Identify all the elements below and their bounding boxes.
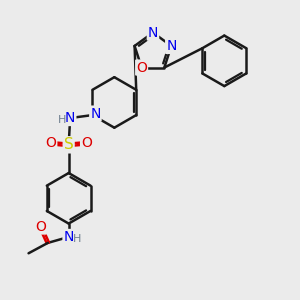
Text: N: N [64, 230, 74, 244]
Text: H: H [58, 115, 66, 124]
Text: N: N [166, 39, 176, 53]
Text: O: O [35, 220, 46, 233]
Text: O: O [81, 136, 92, 150]
Text: N: N [90, 106, 100, 121]
Text: O: O [45, 136, 56, 150]
Text: N: N [148, 26, 158, 40]
Text: N: N [65, 111, 75, 125]
Text: H: H [73, 234, 81, 244]
Text: S: S [64, 137, 74, 152]
Text: O: O [136, 61, 147, 74]
